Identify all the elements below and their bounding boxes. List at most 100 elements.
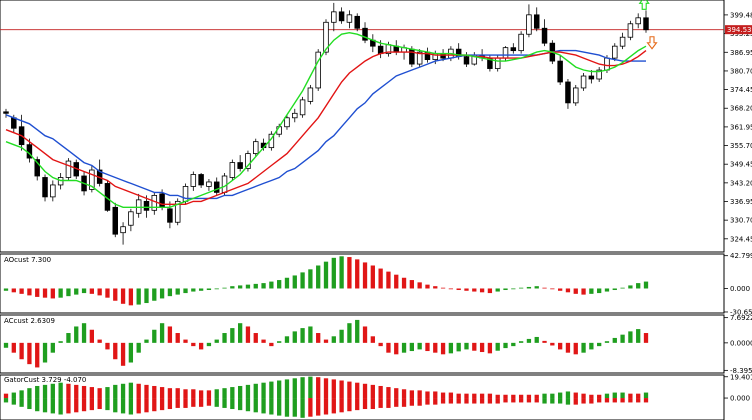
gator-upper-bar bbox=[292, 378, 297, 399]
histogram-bar bbox=[347, 323, 352, 343]
histogram-bar bbox=[159, 288, 165, 299]
gator-lower-bar bbox=[261, 398, 266, 414]
candle bbox=[190, 171, 197, 191]
gator-upper-bar bbox=[206, 390, 212, 399]
histogram-bar bbox=[518, 341, 524, 343]
candle-body bbox=[42, 177, 48, 198]
histogram-bar bbox=[636, 283, 641, 289]
gator-lower-bar bbox=[440, 398, 446, 404]
candle-body bbox=[167, 208, 173, 223]
candle bbox=[104, 180, 111, 212]
gator-upper-bar bbox=[183, 389, 188, 399]
histogram-bar bbox=[11, 288, 16, 293]
candle-body bbox=[409, 48, 415, 65]
gator-upper-bar bbox=[323, 378, 329, 399]
gator-lower-bar bbox=[589, 398, 594, 404]
candle-body bbox=[533, 14, 540, 29]
candle-body bbox=[174, 200, 181, 223]
candle-body bbox=[143, 200, 150, 211]
candle bbox=[362, 22, 368, 44]
gator-upper-bar bbox=[503, 394, 508, 399]
candle-body bbox=[237, 162, 243, 169]
gator-lower-bar bbox=[74, 398, 79, 413]
candle bbox=[284, 114, 290, 130]
histogram-bar bbox=[417, 282, 422, 289]
gator-upper-bar bbox=[222, 388, 227, 399]
histogram-bar bbox=[167, 326, 173, 343]
histogram-bar bbox=[3, 288, 9, 291]
ac-indicator-panel: ACcust 2.6309 bbox=[0, 314, 725, 374]
histogram-bar bbox=[277, 280, 282, 289]
candle-body bbox=[463, 56, 470, 65]
histogram-bar bbox=[558, 342, 563, 350]
candle bbox=[89, 165, 95, 193]
candle-body bbox=[323, 21, 329, 53]
gator-lower-bar bbox=[245, 398, 251, 412]
candle-body bbox=[331, 11, 337, 23]
histogram-bar bbox=[136, 288, 141, 305]
candle-body bbox=[190, 174, 197, 187]
histogram-bar bbox=[269, 342, 274, 347]
gator-upper-bar bbox=[347, 381, 352, 399]
histogram-bar bbox=[597, 288, 602, 294]
gator-upper-bar bbox=[612, 392, 617, 399]
price-panel-frame bbox=[0, 0, 725, 253]
histogram-bar bbox=[206, 288, 212, 291]
histogram-bar bbox=[604, 341, 610, 343]
histogram-bar bbox=[526, 286, 532, 289]
gator-upper-bar bbox=[97, 388, 102, 399]
histogram-bar bbox=[558, 288, 563, 291]
gator-upper-bar bbox=[604, 393, 610, 399]
gator-upper-bar bbox=[316, 377, 321, 399]
gator-lower-bar bbox=[230, 398, 235, 410]
histogram-bar bbox=[284, 336, 290, 343]
gator-upper-bar bbox=[238, 385, 243, 399]
gator-upper-bar bbox=[152, 385, 157, 399]
candle-body bbox=[588, 75, 595, 80]
gator-upper-bar bbox=[550, 393, 555, 399]
candle bbox=[518, 31, 524, 54]
histogram-bar bbox=[409, 342, 414, 352]
gator-upper-bar bbox=[308, 376, 313, 399]
candle-body bbox=[57, 177, 64, 186]
candle-body bbox=[65, 160, 72, 178]
histogram-bar bbox=[159, 323, 165, 343]
histogram-bar bbox=[612, 288, 617, 291]
histogram-bar bbox=[386, 342, 391, 353]
price-axis-label: 380.70 bbox=[730, 67, 752, 75]
histogram-bar bbox=[152, 288, 157, 301]
candle-body bbox=[315, 51, 321, 89]
gator-upper-bar bbox=[636, 393, 641, 399]
histogram-bar bbox=[479, 288, 485, 293]
gator-upper-bar bbox=[113, 384, 118, 399]
gator-upper-bar bbox=[581, 393, 586, 399]
candle-body bbox=[229, 162, 236, 178]
gator-upper-bar bbox=[120, 383, 126, 399]
histogram-bar bbox=[456, 342, 461, 352]
candle bbox=[307, 84, 314, 105]
gator-upper-bar bbox=[378, 385, 383, 399]
candle bbox=[331, 2, 337, 32]
gator-upper-bar bbox=[42, 384, 48, 399]
gator-upper-bar bbox=[74, 384, 79, 399]
candle-body bbox=[416, 51, 423, 65]
candle bbox=[541, 19, 548, 47]
histogram-bar bbox=[503, 342, 508, 349]
histogram-bar bbox=[565, 288, 571, 293]
candle bbox=[315, 49, 321, 91]
histogram-bar bbox=[394, 274, 399, 289]
gator-lower-bar bbox=[316, 398, 321, 416]
gator-upper-bar bbox=[643, 392, 649, 399]
gator-lower-bar bbox=[277, 398, 282, 416]
gator-lower-bar bbox=[50, 398, 55, 414]
histogram-bar bbox=[378, 268, 383, 289]
histogram-bar bbox=[175, 288, 180, 295]
candle bbox=[57, 173, 64, 190]
candle-body bbox=[643, 17, 649, 31]
gator-lower-bar bbox=[503, 398, 508, 403]
gator-upper-bar bbox=[19, 390, 24, 399]
gator-lower-bar bbox=[183, 398, 188, 408]
histogram-bar bbox=[581, 288, 586, 295]
gator-lower-bar bbox=[331, 398, 336, 414]
candle bbox=[120, 222, 126, 245]
